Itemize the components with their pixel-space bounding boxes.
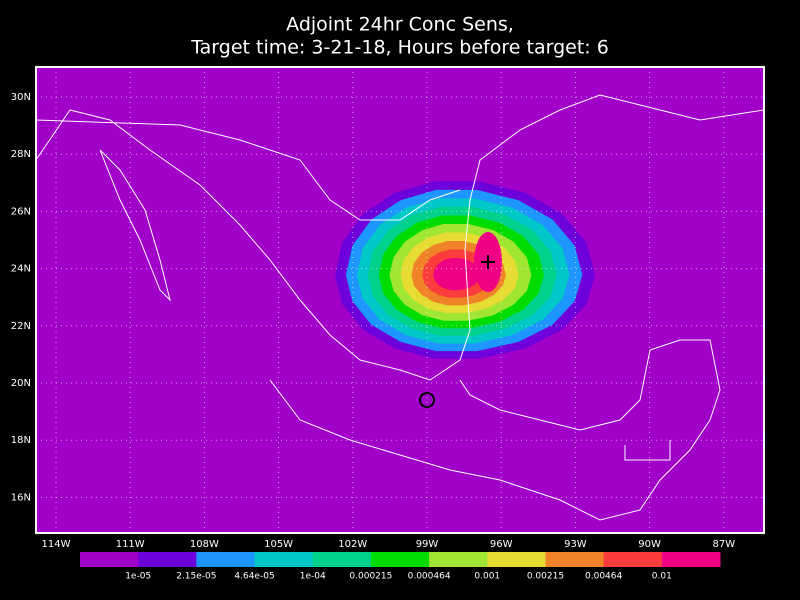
- lon-label: 105W: [264, 539, 293, 550]
- lon-label: 102W: [338, 539, 367, 550]
- colorbar-label: 1e-04: [300, 572, 326, 582]
- lon-label: 99W: [416, 539, 439, 550]
- lat-label: 24N: [11, 264, 31, 275]
- lon-label: 111W: [116, 539, 145, 550]
- lat-label: 30N: [11, 92, 31, 103]
- colorbar-label: 2.15e-05: [176, 572, 216, 582]
- coastline: [269, 339, 721, 521]
- lat-label: 16N: [11, 492, 31, 503]
- colorbar-label: 0.00464: [585, 572, 622, 582]
- lon-label: 93W: [564, 539, 587, 550]
- coastline: [99, 149, 171, 302]
- map-frame: [35, 66, 765, 534]
- colorbar-swatch: [80, 552, 139, 567]
- title-line-1: Adjoint 24hr Conc Sens,: [286, 14, 514, 36]
- colorbar-label: 4.64e-05: [234, 572, 274, 582]
- lon-label: 87W: [712, 539, 735, 550]
- lat-label: 22N: [11, 321, 31, 332]
- lat-label: 26N: [11, 206, 31, 217]
- border: [624, 440, 671, 461]
- target-marker: [481, 255, 495, 269]
- colorbar-swatch: [661, 552, 721, 567]
- colorbar-label: 0.000215: [349, 572, 392, 582]
- colorbar-label: 0.00215: [527, 572, 564, 582]
- lat-label: 28N: [11, 149, 31, 160]
- colorbar-label: 0.000464: [408, 572, 451, 582]
- colorbar-label: 0.001: [474, 572, 500, 582]
- source-marker: [419, 392, 435, 408]
- lon-label: 96W: [490, 539, 513, 550]
- colorbar-swatch: [312, 552, 372, 567]
- contour-fill: [433, 258, 481, 291]
- coastlines: [35, 94, 765, 521]
- colorbar-swatch: [429, 552, 488, 567]
- coastline: [35, 94, 765, 381]
- title-line-2: Target time: 3-21-18, Hours before targe…: [190, 37, 609, 59]
- colorbar-swatch: [196, 552, 256, 567]
- colorbar-swatch: [254, 552, 314, 567]
- lon-label: 108W: [190, 539, 219, 550]
- axis-labels: 30N 28N 26N 24N 22N 20N 18N 16N 114W 111W 108W 105W…: [11, 92, 735, 550]
- colorbar: 1e-05 2.15e-05 4.64e-05 1e-04 0.000215 0.0004…: [80, 552, 721, 582]
- lon-label: 114W: [42, 539, 71, 550]
- border: [35, 119, 461, 221]
- colorbar-label: 1e-05: [125, 572, 151, 582]
- colorbar-swatch: [487, 552, 546, 567]
- colorbar-label: 0.01: [652, 572, 672, 582]
- lat-label: 18N: [11, 435, 31, 446]
- colorbar-swatch: [138, 552, 197, 567]
- colorbar-swatch: [370, 552, 430, 567]
- lon-label: 90W: [638, 539, 661, 550]
- colorbar-swatch: [603, 552, 663, 567]
- lat-label: 20N: [11, 378, 31, 389]
- colorbar-swatch: [545, 552, 605, 567]
